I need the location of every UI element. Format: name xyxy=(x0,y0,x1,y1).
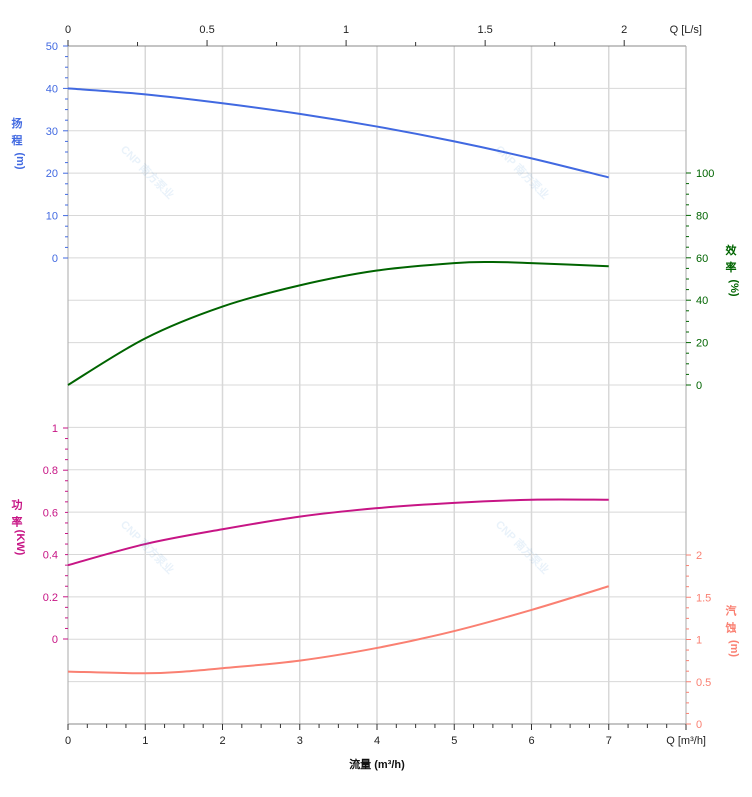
x2-tick-label: 0 xyxy=(65,24,71,36)
y-tick-label: 30 xyxy=(46,126,58,138)
y-tick-label: 2 xyxy=(696,550,702,562)
series-line-2 xyxy=(67,498,609,567)
y-axis-title-char: 效 xyxy=(726,243,738,257)
y-tick-label: 0.6 xyxy=(43,507,58,519)
y-tick-label: 1 xyxy=(52,423,58,435)
x2-tick-label: 2 xyxy=(621,24,627,36)
y-tick-label: 0.4 xyxy=(43,550,58,562)
y-tick-label: 40 xyxy=(46,83,58,95)
y-tick-label: 10 xyxy=(46,211,58,223)
y-tick-label: 80 xyxy=(696,210,708,222)
y-tick-label: 0 xyxy=(52,634,58,646)
x-unit-label: Q [m³/h] xyxy=(666,735,706,747)
y-tick-label: 0.2 xyxy=(43,592,58,604)
y-tick-label: 20 xyxy=(46,168,58,180)
y-axis-title-char: 率 xyxy=(12,515,23,529)
x2-unit-label: Q [L/s] xyxy=(670,24,702,36)
watermark-logo: CNP 南方泵业 xyxy=(118,142,177,201)
y-axis-title-unit: (m) xyxy=(14,152,26,169)
y-tick-label: 0 xyxy=(696,380,702,392)
y-tick-label: 0 xyxy=(52,253,58,265)
y-tick-label: 40 xyxy=(696,295,708,307)
y-tick-label: 0.5 xyxy=(696,677,711,689)
y-axis-title-char: 扬 xyxy=(12,116,23,130)
watermark-logo: CNP 南方泵业 xyxy=(493,142,552,201)
x-tick-label: 0 xyxy=(65,735,71,747)
y-tick-label: 1 xyxy=(696,635,702,647)
y-tick-label: 0 xyxy=(696,719,702,731)
x-tick-label: 5 xyxy=(451,735,457,747)
y-tick-label: 0.8 xyxy=(43,465,58,477)
y-axis-title-char: 程 xyxy=(12,133,23,147)
x2-tick-label: 1 xyxy=(343,24,349,36)
y-tick-label: 50 xyxy=(46,41,58,53)
series-line-3 xyxy=(67,585,610,675)
y-tick-label: 60 xyxy=(696,253,708,265)
series-line-0 xyxy=(67,87,609,179)
y-axis-title-char: 蚀 xyxy=(725,621,737,635)
watermark-logo: CNP 南方泵业 xyxy=(118,517,177,576)
y-axis-title-unit: (m) xyxy=(728,640,740,657)
x-tick-label: 1 xyxy=(142,735,148,747)
x-axis-title: 流量 (m³/h) xyxy=(349,757,405,771)
x-tick-label: 4 xyxy=(374,735,380,747)
x2-tick-label: 0.5 xyxy=(199,24,214,36)
y-tick-label: 1.5 xyxy=(696,592,711,604)
x-tick-label: 3 xyxy=(297,735,303,747)
y-axis-title-char: 率 xyxy=(726,260,737,274)
x-tick-label: 7 xyxy=(606,735,612,747)
watermark-logo: CNP 南方泵业 xyxy=(493,517,552,576)
y-axis-title-char: 汽 xyxy=(726,604,737,618)
x-tick-label: 6 xyxy=(528,735,534,747)
y-tick-label: 20 xyxy=(696,338,708,350)
y-axis-title-unit: (%) xyxy=(728,279,740,296)
y-tick-label: 100 xyxy=(696,168,714,180)
y-axis-title-unit: (KW) xyxy=(14,530,26,556)
x-tick-label: 2 xyxy=(219,735,225,747)
series-line-1 xyxy=(67,261,609,386)
y-axis-title-char: 功 xyxy=(12,498,23,512)
x2-tick-label: 1.5 xyxy=(478,24,493,36)
